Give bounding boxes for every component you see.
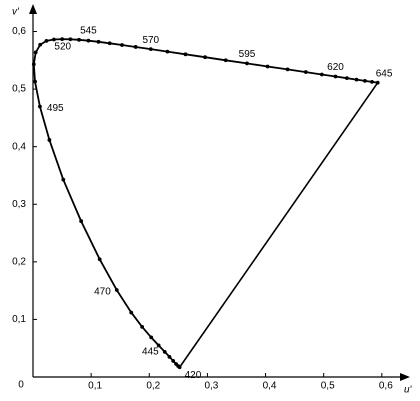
point xyxy=(107,41,112,46)
point xyxy=(120,43,124,47)
point xyxy=(370,80,374,84)
point xyxy=(162,349,167,354)
point xyxy=(148,47,153,52)
point xyxy=(183,52,188,57)
point xyxy=(38,42,43,47)
wavelength-label: 520 xyxy=(54,42,71,53)
point xyxy=(174,362,178,366)
point xyxy=(68,37,73,42)
point xyxy=(167,354,172,359)
point xyxy=(33,79,37,84)
point xyxy=(86,38,91,43)
point xyxy=(44,39,49,43)
x-tick-label: 0,6 xyxy=(379,381,393,392)
purple-line xyxy=(178,82,379,368)
point xyxy=(171,359,176,363)
wavelength-label: 645 xyxy=(376,68,393,79)
point xyxy=(265,64,270,69)
point xyxy=(31,62,36,67)
wavelength-label: 420 xyxy=(185,370,202,381)
point xyxy=(223,58,228,63)
point xyxy=(245,61,249,66)
x-tick-label: 0,1 xyxy=(88,381,102,392)
x-tick-label: 0,4 xyxy=(263,381,277,392)
point xyxy=(203,55,207,60)
point xyxy=(33,50,38,55)
point xyxy=(61,177,66,182)
point xyxy=(38,104,42,109)
x-tick-label: 0 xyxy=(18,380,24,391)
point xyxy=(77,37,81,42)
wavelength-label: 570 xyxy=(142,35,159,46)
y-tick-label: 0,6 xyxy=(12,26,26,37)
wavelength-label: 445 xyxy=(142,346,159,357)
point xyxy=(47,138,52,142)
point xyxy=(96,39,101,44)
wavelength-label: 620 xyxy=(327,62,344,73)
y-axis-arrow xyxy=(29,4,37,14)
y-tick-label: 0,3 xyxy=(12,199,26,210)
point xyxy=(133,45,138,49)
x-tick-label: 0,3 xyxy=(204,381,218,392)
x-tick-label: 0,5 xyxy=(321,381,335,392)
point xyxy=(60,37,65,42)
point xyxy=(165,49,170,54)
y-tick-label: 0,2 xyxy=(12,256,26,267)
y-tick-label: 0,4 xyxy=(12,141,26,152)
y-axis-label: v' xyxy=(12,7,20,18)
point xyxy=(129,310,134,315)
point xyxy=(333,74,338,79)
wavelength-label: 495 xyxy=(47,103,64,114)
point xyxy=(319,72,324,77)
point xyxy=(52,37,56,42)
point xyxy=(156,343,161,348)
wavelength-label: 545 xyxy=(80,25,97,36)
point xyxy=(79,219,84,223)
x-axis-arrow xyxy=(400,373,410,381)
point xyxy=(344,76,349,81)
point xyxy=(375,80,380,85)
wavelength-label: 470 xyxy=(94,287,111,298)
point xyxy=(114,288,119,292)
wavelength-label: 595 xyxy=(239,49,256,60)
y-tick-label: 0,5 xyxy=(12,84,26,95)
point xyxy=(354,77,359,82)
y-tick-label: 0,1 xyxy=(12,314,26,325)
x-axis-label: u' xyxy=(404,385,413,396)
point xyxy=(149,335,154,340)
point xyxy=(285,67,290,72)
point xyxy=(303,70,308,74)
point xyxy=(140,324,145,329)
x-tick-label: 0,2 xyxy=(146,381,160,392)
point xyxy=(97,257,102,262)
spectral-locus xyxy=(32,38,378,368)
point xyxy=(363,78,367,83)
